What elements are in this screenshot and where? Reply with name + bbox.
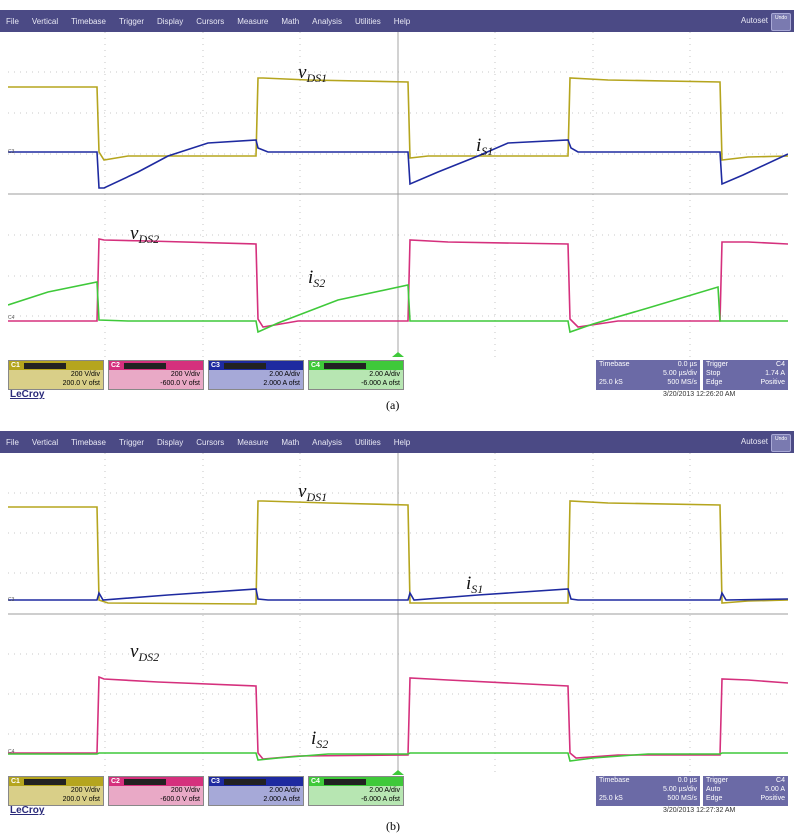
channel-info-bar: C1 200 V/div 200.0 V ofst C2 200 V/div -…	[8, 776, 788, 808]
trigger-descriptor[interactable]: Trigger C4 Auto 5.00 A Edge Positive	[703, 776, 788, 806]
menu-timebase[interactable]: Timebase	[71, 437, 106, 447]
menu-utilities[interactable]: Utilities	[354, 16, 381, 26]
menu-analysis[interactable]: Analysis	[312, 437, 342, 447]
trace-c1-vds1	[8, 77, 788, 161]
menu-trigger[interactable]: Trigger	[118, 437, 144, 447]
autoset-button[interactable]: Autoset	[740, 437, 768, 446]
waveform-display: C3 C4	[8, 32, 788, 357]
timebase-descriptor[interactable]: Timebase 0.0 µs 5.00 µs/div 25.0 kS 500 MS…	[596, 360, 700, 390]
trace-c2-vds2	[8, 675, 788, 760]
label-is1: iS1	[476, 135, 494, 159]
c4-descriptor[interactable]: C4 2.00 A/div -6.000 A ofst	[308, 360, 404, 390]
c4-marker: C4	[8, 749, 15, 755]
graticule-center	[8, 32, 788, 357]
autoset-button[interactable]: Autoset	[740, 16, 768, 25]
undo-button[interactable]: Undo	[771, 13, 791, 31]
caption-b: (b)	[386, 819, 400, 833]
label-is2: iS2	[311, 728, 329, 752]
menu-math[interactable]: Math	[281, 16, 300, 26]
lecroy-logo: LeCroy	[10, 389, 45, 400]
scope-screen-a: File Vertical Timebase Trigger Display C…	[0, 10, 794, 400]
c4-descriptor[interactable]: C4 2.00 A/div -6.000 A ofst	[308, 776, 404, 806]
trace-c4-is2	[8, 752, 788, 762]
label-is1: iS1	[466, 573, 484, 597]
menu-help[interactable]: Help	[393, 16, 411, 26]
menu-measure[interactable]: Measure	[237, 437, 269, 447]
menu-analysis[interactable]: Analysis	[312, 16, 342, 26]
date-stamp: 3/20/2013 12:27:32 AM	[663, 807, 736, 814]
menu-help[interactable]: Help	[393, 437, 411, 447]
scope-screen-b: File Vertical Timebase Trigger Display C…	[0, 431, 794, 816]
label-is2: iS2	[308, 267, 326, 291]
trigger-marker	[392, 352, 404, 357]
label-vds2: vDS2	[130, 223, 160, 247]
menu-math[interactable]: Math	[281, 437, 300, 447]
trace-c3-is1	[8, 139, 788, 189]
waveform-grid[interactable]: C3 C4 vDS1 iS1 vDS2 iS2	[8, 32, 788, 357]
c4-marker: C4	[8, 315, 15, 321]
graticule-center	[8, 453, 788, 775]
menu-display[interactable]: Display	[157, 16, 184, 26]
menu-vertical[interactable]: Vertical	[31, 16, 59, 26]
c2-descriptor[interactable]: C2 200 V/div -600.0 V ofst	[108, 360, 204, 390]
menu-file[interactable]: File	[6, 437, 19, 447]
trace-c4-is2	[8, 281, 788, 334]
label-vds1: vDS1	[298, 481, 328, 505]
undo-button[interactable]: Undo	[771, 434, 791, 452]
c3-marker: C3	[8, 149, 15, 155]
c1-descriptor[interactable]: C1 200 V/div 200.0 V ofst	[8, 776, 104, 806]
menu-bar: File Vertical Timebase Trigger Display C…	[0, 431, 794, 453]
trigger-descriptor[interactable]: Trigger C4 Stop 1.74 A Edge Positive	[703, 360, 788, 390]
waveform-display: C3 C4	[8, 453, 788, 775]
trace-c2-vds2	[8, 238, 788, 328]
timebase-descriptor[interactable]: Timebase 0.0 µs 5.00 µs/div 25.0 kS 500 MS…	[596, 776, 700, 806]
menu-vertical[interactable]: Vertical	[31, 437, 59, 447]
menu-timebase[interactable]: Timebase	[71, 16, 106, 26]
c3-marker: C3	[8, 597, 15, 603]
trace-c3-is1	[8, 588, 788, 601]
date-stamp: 3/20/2013 12:26:20 AM	[663, 391, 736, 398]
channel-info-bar: C1 200 V/div 200.0 V ofst C2 200 V/div -…	[8, 360, 788, 392]
caption-a: (a)	[386, 398, 400, 412]
menu-display[interactable]: Display	[157, 437, 184, 447]
menu-cursors[interactable]: Cursors	[196, 16, 225, 26]
c2-descriptor[interactable]: C2 200 V/div -600.0 V ofst	[108, 776, 204, 806]
c3-descriptor[interactable]: C3 2.00 A/div 2.000 A ofst	[208, 360, 304, 390]
lecroy-logo: LeCroy	[10, 805, 45, 816]
menu-bar: File Vertical Timebase Trigger Display C…	[0, 10, 794, 32]
c1-descriptor[interactable]: C1 200 V/div 200.0 V ofst	[8, 360, 104, 390]
label-vds2: vDS2	[130, 641, 160, 665]
c3-descriptor[interactable]: C3 2.00 A/div 2.000 A ofst	[208, 776, 304, 806]
menu-trigger[interactable]: Trigger	[118, 16, 144, 26]
trace-c1-vds1	[8, 500, 788, 605]
menu-cursors[interactable]: Cursors	[196, 437, 225, 447]
waveform-grid[interactable]: C3 C4 vDS1 iS1 vDS2 iS2	[8, 453, 788, 775]
trigger-marker	[392, 770, 404, 775]
menu-file[interactable]: File	[6, 16, 19, 26]
label-vds1: vDS1	[298, 62, 328, 86]
menu-utilities[interactable]: Utilities	[354, 437, 381, 447]
menu-measure[interactable]: Measure	[237, 16, 269, 26]
